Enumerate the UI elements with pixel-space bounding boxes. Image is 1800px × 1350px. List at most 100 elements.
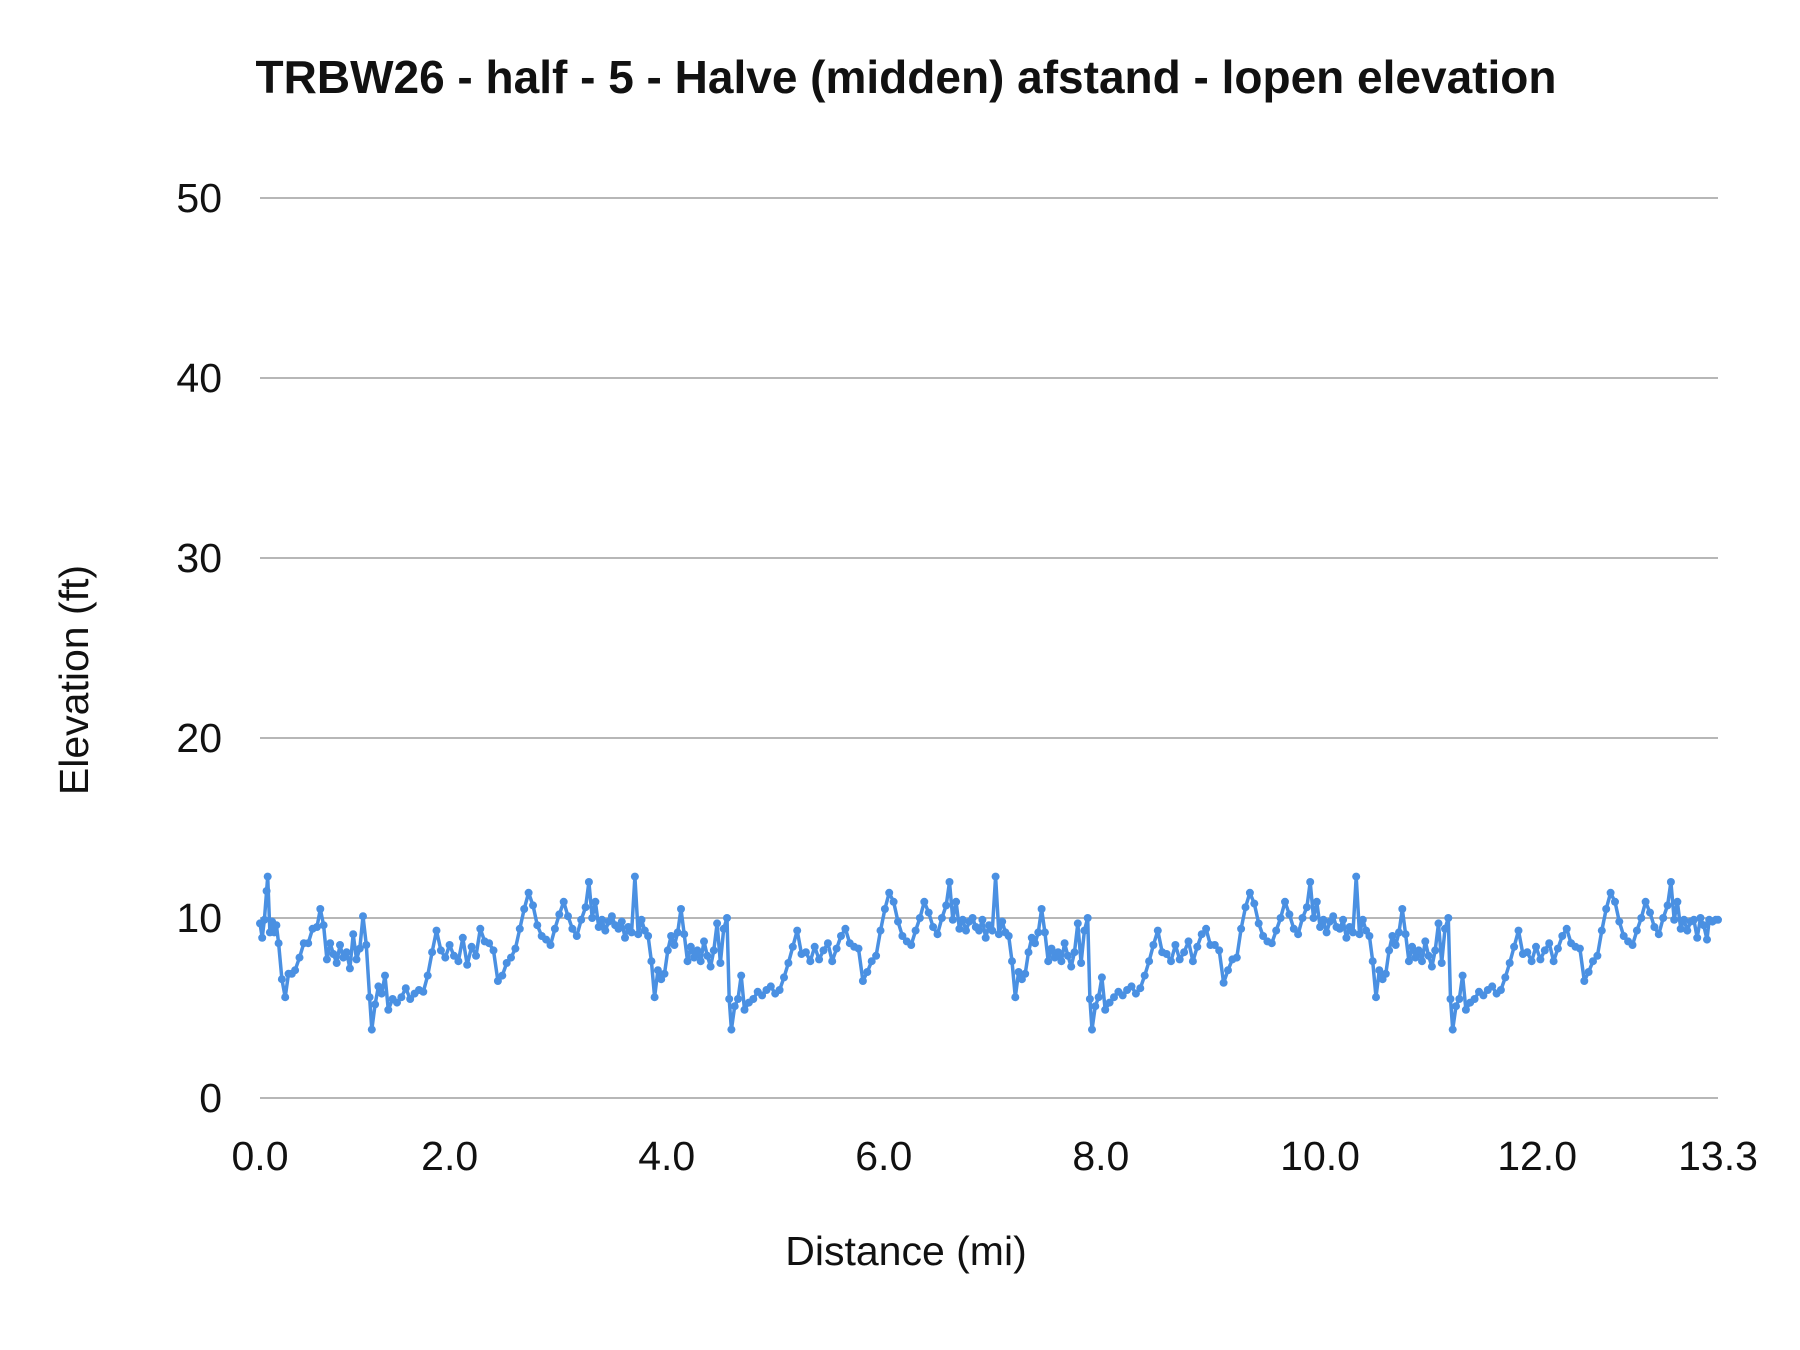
data-point [1352, 872, 1361, 881]
data-point [907, 941, 916, 949]
data-point [1254, 919, 1263, 928]
data-point [1014, 968, 1023, 976]
data-point [423, 971, 432, 980]
data-point [885, 888, 894, 897]
data-point [365, 993, 374, 1002]
data-point [1309, 914, 1318, 922]
data-point [524, 888, 533, 897]
data-point [784, 959, 793, 967]
data-point [933, 930, 942, 939]
y-tick-label: 0 [199, 1075, 222, 1121]
data-point [968, 914, 977, 922]
data-point [920, 897, 929, 906]
data-point [614, 924, 623, 933]
y-tick-label: 50 [176, 175, 222, 221]
data-point [1272, 926, 1281, 935]
data-point [445, 941, 454, 949]
data-point [322, 955, 331, 964]
data-point [1714, 915, 1722, 924]
data-point [274, 939, 283, 948]
data-point [1461, 1005, 1470, 1014]
data-point [1575, 944, 1584, 953]
data-point [1391, 941, 1400, 949]
data-point [1335, 924, 1344, 933]
data-point [975, 926, 984, 935]
data-point [991, 872, 1000, 881]
data-point [1319, 915, 1328, 924]
data-point [719, 924, 728, 933]
data-point [1562, 924, 1571, 933]
data-point [1070, 948, 1079, 957]
data-point [260, 915, 269, 924]
x-tick-label: 6.0 [855, 1133, 912, 1179]
data-point [1219, 978, 1228, 987]
data-point [1094, 993, 1103, 1002]
data-point [463, 960, 472, 969]
data-point [1444, 914, 1453, 922]
data-point [581, 903, 590, 912]
data-point [313, 923, 321, 931]
data-point [1105, 998, 1114, 1007]
data-point [1136, 984, 1145, 993]
data-point [1180, 948, 1189, 957]
data-point [647, 957, 656, 966]
data-point [1034, 928, 1043, 937]
data-point [1414, 946, 1423, 955]
data-point [1606, 888, 1615, 897]
data-point [1446, 995, 1455, 1003]
data-point [1037, 905, 1046, 913]
data-point [1540, 946, 1549, 955]
data-point [1289, 924, 1298, 933]
data-point [734, 995, 742, 1003]
data-point [958, 915, 967, 924]
data-point [281, 993, 290, 1002]
grid-lines [260, 197, 1718, 1099]
data-point [533, 921, 542, 930]
data-point [706, 962, 715, 971]
data-point [529, 901, 537, 910]
x-tick-label: 10.0 [1280, 1133, 1360, 1179]
data-point [727, 1025, 736, 1034]
data-point [801, 948, 810, 957]
data-point [1580, 977, 1589, 985]
data-point [1349, 928, 1357, 937]
data-point [915, 914, 924, 922]
data-point [1342, 933, 1351, 942]
data-point [1040, 928, 1049, 937]
data-point [832, 944, 841, 953]
x-tick-label: 13.3 [1678, 1133, 1758, 1179]
data-point [1004, 932, 1013, 940]
data-point [393, 998, 401, 1007]
data-point [680, 930, 689, 939]
data-point [1162, 950, 1171, 958]
data-point [924, 908, 933, 917]
data-point [367, 1025, 376, 1034]
data-point [793, 926, 802, 935]
data-point [493, 977, 502, 985]
data-point [1306, 878, 1315, 886]
data-point [1424, 951, 1433, 960]
data-point [1153, 926, 1162, 935]
data-point [988, 926, 997, 935]
data-point [515, 924, 524, 933]
data-point [304, 939, 313, 948]
data-point [1448, 1025, 1457, 1034]
data-point [663, 946, 672, 955]
data-point [1073, 919, 1082, 928]
data-point [1418, 957, 1426, 966]
data-point [1167, 957, 1175, 966]
data-point [1110, 993, 1118, 1002]
x-axis-ticks: 0.0 2.0 4.0 6.0 8.0 10.0 12.0 13.3 [232, 1133, 1758, 1179]
data-point [1441, 924, 1449, 933]
data-point [945, 878, 954, 886]
data-point [1553, 944, 1562, 953]
data-point [458, 933, 467, 942]
data-point [1080, 926, 1089, 935]
data-point [568, 924, 577, 933]
data-point [1455, 995, 1464, 1003]
data-point [828, 957, 837, 966]
data-point [1054, 948, 1063, 957]
data-point [1388, 932, 1397, 940]
data-point [686, 942, 695, 951]
